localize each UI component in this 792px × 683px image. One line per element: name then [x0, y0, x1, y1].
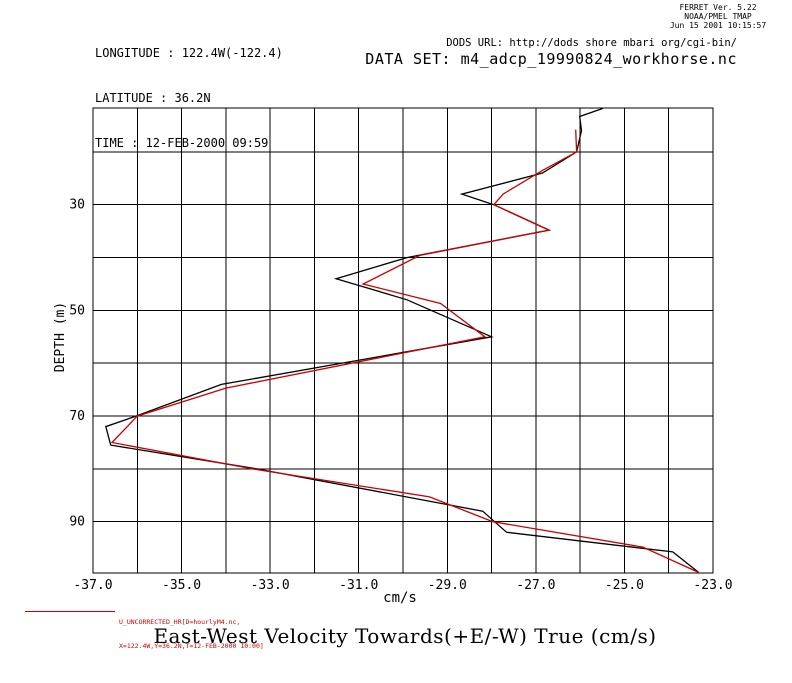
legend: U_UNCORRECTED_HR[D=hourlyM4.nc, X=122.4W…	[25, 602, 264, 666]
y-tick-label: 50	[69, 303, 85, 318]
x-tick-label: -23.0	[693, 578, 732, 593]
ferret-date-label: Jun 15 2001 10:15:57	[669, 21, 767, 30]
legend-text: U_UNCORRECTED_HR[D=hourlyM4.nc, X=122.4W…	[119, 602, 264, 666]
x-axis-title: cm/s	[383, 590, 417, 606]
y-tick-label: 90	[69, 515, 85, 530]
legend-coords-label: X=122.4W,Y=36.2N,T=12-FEB-2000 10:00]	[119, 642, 264, 650]
x-tick-label: -35.0	[162, 578, 201, 593]
y-tick-label: 30	[69, 198, 85, 213]
y-axis-title: DEPTH (m)	[53, 302, 68, 372]
data-set-label: DATA SET: m4_adcp_19990824_workhorse.nc	[365, 50, 737, 68]
longitude-label: LONGITUDE : 122.4W(-122.4)	[95, 46, 283, 60]
series-black-line	[105, 107, 700, 574]
ferret-version-block: FERRET Ver. 5.22 NOAA/PMEL TMAP Jun 15 2…	[646, 3, 790, 30]
x-tick-label: -37.0	[73, 578, 112, 593]
plot-title: East-West Velocity Towards(+E/-W) True (…	[153, 624, 657, 648]
legend-red-line-swatch	[25, 611, 115, 612]
x-tick-label: -29.0	[428, 578, 467, 593]
legend-variable-label: U_UNCORRECTED_HR[D=hourlyM4.nc,	[119, 618, 241, 626]
coordinate-readout: LONGITUDE : 122.4W(-122.4) LATITUDE : 36…	[95, 16, 283, 181]
x-tick-label: -25.0	[605, 578, 644, 593]
time-label: TIME : 12-FEB-2000 09:59	[95, 136, 269, 150]
plot-border	[92, 107, 714, 574]
dods-url-label: DODS URL: http://dods shore mbari org/cg…	[446, 37, 737, 49]
latitude-label: LATITUDE : 36.2N	[95, 91, 211, 105]
ferret-org-label: NOAA/PMEL TMAP	[684, 12, 752, 21]
x-tick-label: -27.0	[516, 578, 555, 593]
ferret-version-label: FERRET Ver. 5.22	[679, 3, 757, 12]
y-tick-label: 70	[69, 409, 85, 424]
series-red-line	[110, 129, 700, 574]
x-tick-label: -31.0	[339, 578, 378, 593]
x-tick-label: -33.0	[251, 578, 290, 593]
